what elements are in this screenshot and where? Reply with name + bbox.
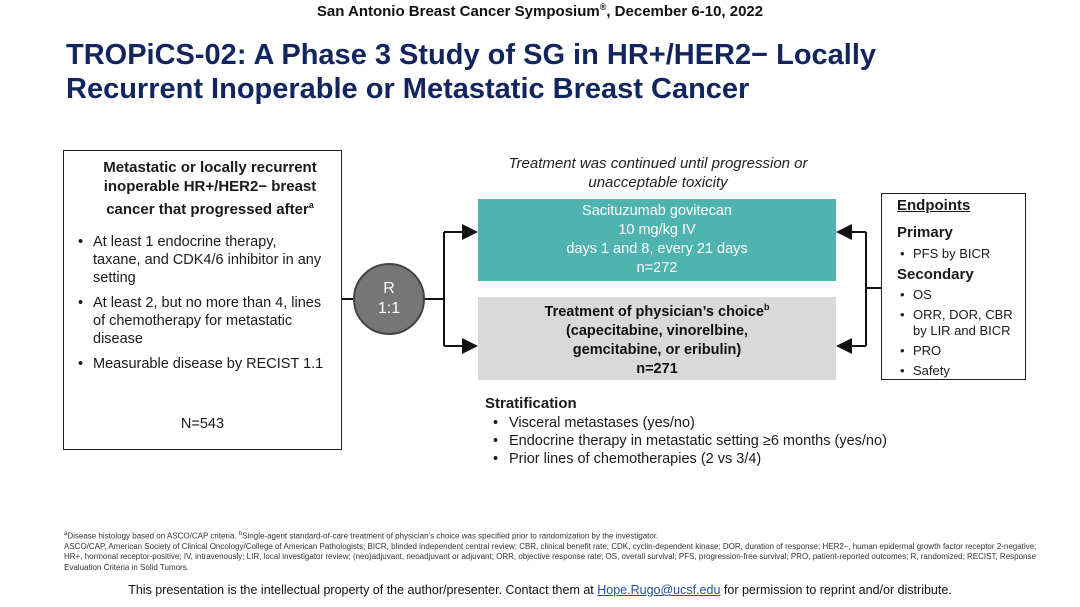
stratification-heading: Stratification: [485, 395, 577, 412]
primary-endpoints-list: PFS by BICR: [897, 246, 1025, 266]
footnote-b-mark: b: [238, 531, 243, 537]
ip-notice-before: This presentation is the intellectual pr…: [128, 583, 598, 597]
eligibility-criteria-list: At least 1 endocrine therapy, taxane, an…: [78, 233, 328, 380]
eligibility-box: [63, 150, 342, 450]
tpc-arm-name-text: Treatment of physician’s choice: [544, 303, 764, 320]
conference-name: San Antonio Breast Cancer Symposium: [316, 3, 600, 20]
slide-title: TROPiCS-02: A Phase 3 Study of SG in HR+…: [66, 38, 1046, 106]
tpc-arm-footnote-mark: b: [763, 302, 770, 313]
eligibility-criterion: At least 1 endocrine therapy, taxane, an…: [78, 233, 328, 287]
ip-notice-after: for permission to reprint and/or distrib…: [720, 583, 952, 597]
stratification-factor: Endocrine therapy in metastatic setting …: [493, 432, 963, 450]
footnotes: aDisease histology based on ASCO/CAP cri…: [64, 529, 1054, 573]
abbreviations: ASCO/CAP, American Society of Clinical O…: [64, 541, 1037, 572]
randomization-ratio: 1:1: [377, 300, 401, 317]
sg-arm-box: Sacituzumab govitecan 10 mg/kg IV days 1…: [478, 199, 836, 281]
endpoints-box: [881, 193, 1026, 380]
randomization-label: R: [383, 280, 395, 297]
ip-notice: This presentation is the intellectual pr…: [0, 583, 1080, 597]
secondary-endpoints-list: OS ORR, DOR, CBR by LIR and BICR PRO Saf…: [897, 287, 1025, 383]
secondary-endpoint: OS: [897, 287, 1025, 303]
primary-endpoints-heading: Primary: [897, 224, 953, 241]
randomization-circle: R 1:1: [353, 263, 425, 335]
registered-mark: ®: [599, 2, 607, 12]
sg-arm-schedule: days 1 and 8, every 21 days: [566, 241, 748, 257]
primary-endpoint: PFS by BICR: [897, 246, 1025, 262]
secondary-endpoint: ORR, DOR, CBR by LIR and BICR: [897, 307, 1025, 339]
footnote-a: Disease histology based on ASCO/CAP crit…: [67, 531, 239, 541]
stratification-factor: Prior lines of chemotherapies (2 vs 3/4): [493, 450, 963, 468]
conference-dates: , December 6-10, 2022: [606, 3, 764, 20]
contact-email-link[interactable]: Hope.Rugo@ucsf.edu: [597, 583, 721, 597]
tpc-arm-name: Treatment of physician’s choiceb: [478, 298, 836, 322]
footnote-b: Single-agent standard-of-care treatment …: [242, 531, 659, 541]
tpc-arm-n: n=271: [636, 360, 678, 377]
treatment-duration-note: Treatment was continued until progressio…: [508, 155, 808, 191]
secondary-endpoint: PRO: [897, 343, 1025, 359]
footnote-a-mark: a: [64, 531, 68, 537]
eligibility-heading: Metastatic or locally recurrent inoperab…: [95, 158, 325, 219]
eligibility-criterion: At least 2, but no more than 4, lines of…: [78, 294, 328, 348]
title-line-2: Recurrent Inoperable or Metastatic Breas…: [66, 73, 750, 105]
sg-arm-n: n=272: [636, 260, 678, 276]
eligibility-heading-footnote-mark: a: [308, 200, 314, 210]
stratification-list: Visceral metastases (yes/no) Endocrine t…: [493, 414, 963, 468]
title-line-1: TROPiCS-02: A Phase 3 Study of SG in HR+…: [66, 39, 877, 71]
eligibility-criterion: Measurable disease by RECIST 1.1: [78, 355, 328, 373]
total-enrollment: N=543: [180, 416, 225, 432]
endpoints-title: Endpoints: [897, 197, 971, 214]
conference-banner: San Antonio Breast Cancer Symposium®, De…: [0, 2, 1080, 20]
eligibility-heading-text: Metastatic or locally recurrent inoperab…: [103, 159, 317, 218]
secondary-endpoint: Safety: [897, 363, 1025, 379]
tpc-arm-drugs-line-1: (capecitabine, vinorelbine,: [565, 322, 749, 339]
stratification-factor: Visceral metastases (yes/no): [493, 414, 963, 432]
tpc-arm-box: Treatment of physician’s choiceb (capeci…: [478, 297, 836, 380]
sg-arm-dose: 10 mg/kg IV: [618, 222, 696, 238]
secondary-endpoints-heading: Secondary: [897, 266, 974, 283]
tpc-arm-drugs-line-2: gemcitabine, or eribulin): [572, 341, 742, 358]
sg-arm-name: Sacituzumab govitecan: [582, 203, 732, 219]
